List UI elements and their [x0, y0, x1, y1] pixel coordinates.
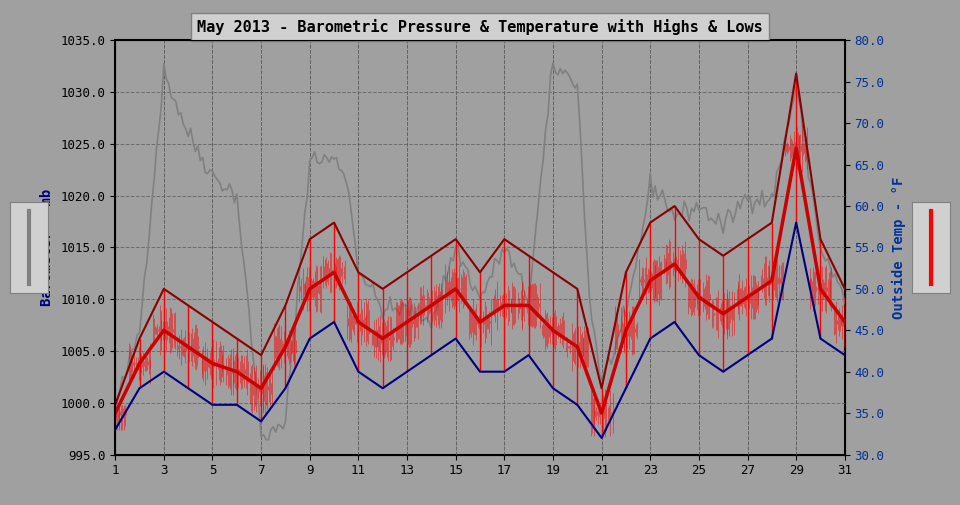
Y-axis label: Outside Temp - °F: Outside Temp - °F	[892, 176, 905, 319]
Title: May 2013 - Barometric Pressure & Temperature with Highs & Lows: May 2013 - Barometric Pressure & Tempera…	[197, 19, 763, 35]
Y-axis label: Barometer - mb: Barometer - mb	[39, 189, 54, 306]
